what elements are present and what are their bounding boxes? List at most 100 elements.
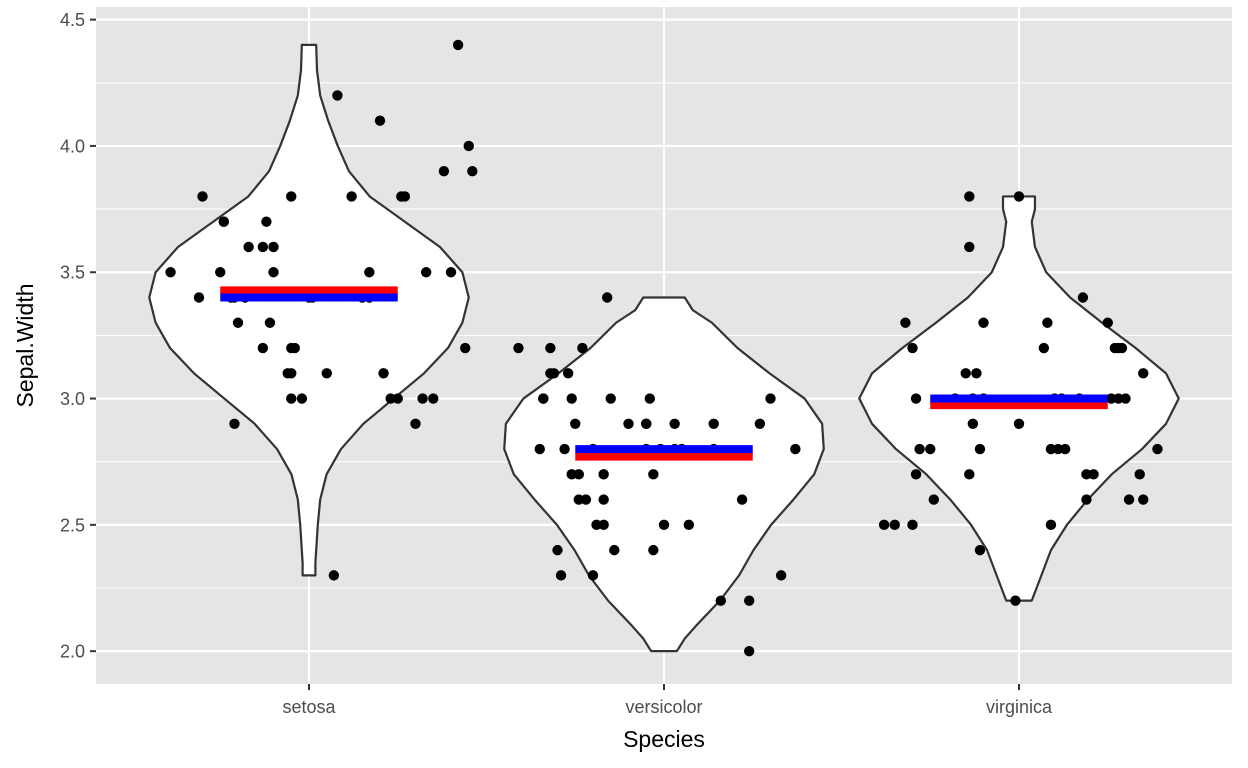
point-virginica — [978, 317, 989, 328]
point-versicolor — [765, 393, 776, 404]
point-versicolor — [562, 368, 574, 379]
point-setosa — [289, 342, 300, 354]
point-versicolor — [644, 393, 655, 404]
point-virginica — [974, 443, 986, 455]
x-axis: setosa versicolor virginica — [282, 684, 1053, 717]
point-setosa — [364, 267, 375, 278]
point-virginica — [964, 469, 975, 480]
point-setosa — [264, 317, 276, 328]
y-tick-label: 4.5 — [60, 10, 85, 30]
point-virginica — [964, 191, 975, 202]
point-setosa — [321, 368, 332, 379]
point-versicolor — [641, 418, 652, 430]
point-virginica — [914, 443, 925, 455]
point-virginica — [1120, 393, 1131, 404]
point-versicolor — [736, 494, 748, 505]
point-versicolor — [570, 418, 581, 430]
point-virginica — [889, 519, 900, 531]
point-versicolor — [708, 418, 719, 430]
point-virginica — [1138, 494, 1149, 505]
point-virginica — [1059, 443, 1071, 455]
point-virginica — [907, 519, 918, 531]
point-virginica — [1013, 418, 1025, 430]
point-virginica — [1038, 342, 1050, 354]
point-versicolor — [648, 469, 659, 480]
point-versicolor — [609, 544, 620, 556]
point-versicolor — [744, 645, 755, 657]
y-axis: 2.0 2.5 3.0 3.5 4.0 4.5 — [60, 10, 96, 662]
point-versicolor — [598, 519, 609, 531]
point-setosa — [165, 267, 176, 278]
point-virginica — [1010, 595, 1021, 606]
point-virginica — [971, 368, 982, 379]
y-tick-label: 2.0 — [60, 642, 85, 662]
point-virginica — [900, 317, 911, 328]
point-setosa — [232, 317, 244, 328]
point-virginica — [878, 519, 890, 531]
x-axis-title: Species — [623, 726, 705, 752]
point-versicolor — [559, 443, 570, 455]
point-versicolor — [658, 519, 670, 531]
point-virginica — [1138, 368, 1149, 379]
point-setosa — [261, 216, 272, 227]
y-tick-label: 3.5 — [60, 263, 85, 283]
point-setosa — [463, 140, 474, 152]
point-setosa — [392, 393, 403, 404]
point-virginica — [1077, 292, 1089, 303]
point-virginica — [974, 544, 986, 556]
point-setosa — [257, 241, 269, 253]
point-virginica — [1134, 469, 1145, 480]
point-versicolor — [648, 544, 659, 556]
point-setosa — [346, 191, 357, 202]
point-setosa — [460, 342, 471, 354]
point-virginica — [967, 418, 979, 430]
point-setosa — [378, 368, 389, 379]
point-versicolor — [669, 418, 680, 430]
point-virginica — [964, 241, 975, 253]
point-virginica — [960, 368, 971, 379]
point-versicolor — [555, 570, 567, 581]
point-virginica — [1088, 469, 1099, 480]
point-versicolor — [623, 418, 634, 430]
summary-lines — [220, 286, 1108, 461]
x-tick-label-setosa: setosa — [282, 697, 336, 717]
point-setosa — [286, 368, 297, 379]
point-setosa — [374, 115, 386, 126]
point-setosa — [193, 292, 205, 303]
point-setosa — [197, 191, 208, 202]
point-versicolor — [538, 393, 549, 404]
point-virginica — [907, 342, 918, 354]
point-versicolor — [580, 494, 592, 505]
point-versicolor — [587, 570, 599, 581]
point-versicolor — [790, 443, 801, 455]
point-versicolor — [598, 469, 609, 480]
y-tick-label: 2.5 — [60, 515, 85, 535]
point-versicolor — [683, 519, 695, 531]
point-setosa — [268, 267, 279, 278]
point-virginica — [1081, 494, 1092, 505]
point-virginica — [1013, 191, 1025, 202]
point-setosa — [286, 191, 297, 202]
point-setosa — [215, 267, 226, 278]
point-setosa — [399, 191, 411, 202]
point-virginica — [910, 393, 922, 404]
point-virginica — [1152, 443, 1163, 455]
point-setosa — [417, 393, 428, 404]
point-setosa — [257, 342, 269, 354]
point-setosa — [438, 166, 450, 177]
point-versicolor — [577, 342, 588, 354]
point-virginica — [1042, 317, 1053, 328]
y-axis-title: Sepal.Width — [12, 283, 38, 407]
point-virginica — [1123, 494, 1135, 505]
point-versicolor — [754, 418, 766, 430]
point-versicolor — [513, 342, 524, 354]
point-virginica — [928, 494, 939, 505]
y-tick-label: 4.0 — [60, 136, 85, 156]
point-versicolor — [566, 393, 577, 404]
point-versicolor — [598, 494, 609, 505]
point-versicolor — [573, 469, 584, 480]
point-virginica — [1045, 519, 1057, 531]
point-setosa — [467, 166, 478, 177]
point-virginica — [1116, 342, 1128, 354]
